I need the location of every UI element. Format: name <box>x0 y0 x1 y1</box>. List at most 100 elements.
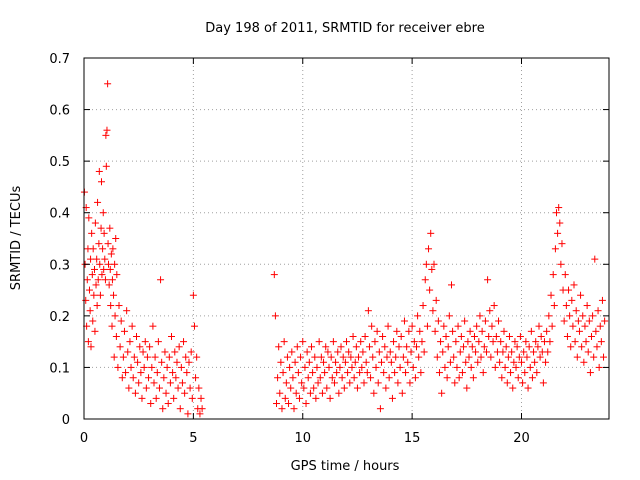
data-point <box>181 389 189 397</box>
data-point <box>173 358 181 366</box>
data-point <box>305 358 313 366</box>
data-point <box>410 338 418 346</box>
data-point <box>451 379 459 387</box>
data-point <box>465 353 473 361</box>
data-point <box>137 369 145 377</box>
data-point <box>326 394 334 402</box>
data-point <box>391 369 399 377</box>
data-point <box>341 358 349 366</box>
data-point <box>414 312 422 320</box>
data-point <box>528 374 536 382</box>
data-point <box>452 338 460 346</box>
data-point <box>279 369 287 377</box>
data-point <box>496 358 504 366</box>
data-point <box>390 338 398 346</box>
y-tick-label: 0.3 <box>49 258 70 273</box>
data-point <box>578 343 586 351</box>
data-point <box>473 322 481 330</box>
data-point <box>374 379 382 387</box>
data-point <box>100 229 108 237</box>
data-point <box>297 353 305 361</box>
data-point <box>84 338 92 346</box>
data-point <box>518 358 525 366</box>
data-point <box>445 312 453 320</box>
data-point <box>514 374 522 382</box>
data-point <box>324 348 332 356</box>
data-point <box>300 384 308 392</box>
data-point <box>88 271 96 279</box>
data-point <box>87 343 95 351</box>
data-point <box>440 322 448 330</box>
data-point <box>170 394 178 402</box>
data-point <box>527 327 535 335</box>
data-point <box>99 209 107 217</box>
data-point <box>422 260 430 268</box>
data-point <box>128 322 136 330</box>
data-point <box>180 338 188 346</box>
data-point <box>104 240 112 248</box>
data-point <box>349 332 357 340</box>
data-point <box>106 265 114 273</box>
data-point <box>317 353 325 361</box>
data-point <box>498 374 506 382</box>
data-point <box>361 332 369 340</box>
data-point <box>111 260 119 268</box>
data-point <box>511 338 519 346</box>
data-point <box>111 312 119 320</box>
data-point <box>287 384 295 392</box>
data-point <box>122 369 130 377</box>
data-point <box>438 389 446 397</box>
data-point <box>486 307 494 315</box>
data-point <box>332 358 340 366</box>
data-point <box>595 363 603 371</box>
data-point <box>314 379 322 387</box>
data-point <box>388 394 396 402</box>
data-point <box>453 363 461 371</box>
data-point <box>497 338 505 346</box>
data-point <box>509 384 517 392</box>
data-point <box>435 369 443 377</box>
data-point <box>193 353 201 361</box>
data-point <box>316 374 324 382</box>
data-point <box>573 353 581 361</box>
data-point <box>492 332 500 340</box>
data-point <box>93 255 101 263</box>
data-point <box>513 343 521 351</box>
data-point <box>356 369 364 377</box>
data-point <box>431 327 439 335</box>
data-point <box>309 369 317 377</box>
data-point <box>126 338 134 346</box>
data-point <box>499 348 507 356</box>
data-point <box>370 389 378 397</box>
data-point <box>92 281 100 289</box>
data-point <box>148 363 156 371</box>
data-point <box>543 327 551 335</box>
data-point <box>584 348 592 356</box>
data-point <box>162 389 170 397</box>
data-point <box>315 338 323 346</box>
data-point <box>83 276 91 284</box>
data-point <box>415 353 423 361</box>
data-point <box>147 400 155 408</box>
data-point <box>400 317 408 325</box>
data-point <box>522 338 530 346</box>
data-point <box>463 384 471 392</box>
data-point <box>280 338 288 346</box>
data-point <box>378 358 385 366</box>
data-point <box>600 353 608 361</box>
data-point <box>427 229 435 237</box>
data-point <box>106 224 114 232</box>
data-point <box>129 374 137 382</box>
data-point <box>153 369 161 377</box>
data-point <box>178 379 186 387</box>
data-point <box>596 322 604 330</box>
data-point <box>152 394 160 402</box>
data-point <box>270 271 278 279</box>
data-point <box>123 307 131 315</box>
data-point <box>327 353 335 361</box>
data-point <box>387 358 395 366</box>
data-point <box>115 302 123 310</box>
data-point <box>108 322 116 330</box>
data-point <box>146 343 154 351</box>
y-tick-label: 0 <box>62 413 70 428</box>
